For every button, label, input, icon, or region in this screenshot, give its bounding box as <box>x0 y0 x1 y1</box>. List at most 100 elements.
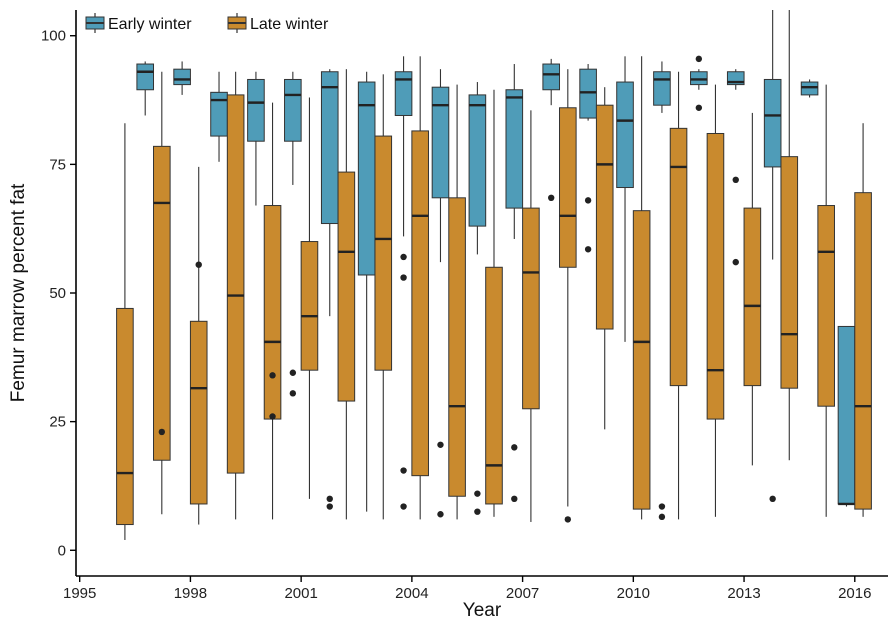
box-early-winter-2010 <box>616 56 634 342</box>
box-late-winter-2001 <box>300 97 319 499</box>
box-iqr <box>247 78 265 142</box>
box-iqr <box>263 205 282 420</box>
box-late-winter-2002 <box>337 69 356 520</box>
box-iqr <box>595 104 614 330</box>
box-early-winter-2011 <box>653 61 671 521</box>
y-tick-label: 50 <box>49 285 66 302</box>
outlier-point <box>584 197 592 204</box>
x-tick-label: 2004 <box>395 585 428 602</box>
box-late-winter-1996 <box>116 123 134 540</box>
box-iqr <box>653 71 671 106</box>
box-late-winter-2006 <box>485 89 503 517</box>
box-early-winter-2016 <box>837 325 856 507</box>
legend-label-late-winter: Late winter <box>250 16 329 33</box>
box-early-winter-2014 <box>763 10 782 503</box>
box-late-winter-1999 <box>226 71 245 520</box>
box-late-winter-2003 <box>374 74 393 520</box>
outlier-point <box>584 246 592 253</box>
outlier-point <box>548 194 555 202</box>
y-tick-label: 25 <box>49 414 66 431</box>
box-iqr <box>690 71 708 86</box>
box-iqr <box>173 68 191 86</box>
legend: Early winter Late winter <box>85 13 329 33</box>
outlier-point <box>511 444 518 451</box>
box-iqr <box>485 266 503 505</box>
box-iqr <box>116 307 134 526</box>
outlier-point <box>695 55 703 63</box>
box-iqr <box>854 192 872 510</box>
x-tick-label: 1995 <box>63 585 96 602</box>
box-early-winter-2012 <box>690 55 708 111</box>
outlier-point <box>326 503 333 510</box>
box-iqr <box>780 156 799 389</box>
box-iqr <box>817 205 835 407</box>
box-iqr <box>411 130 429 477</box>
box-iqr <box>320 71 339 225</box>
box-iqr <box>153 145 171 461</box>
box-early-winter-2007 <box>505 64 524 503</box>
box-iqr <box>226 94 245 474</box>
box-early-winter-2008 <box>542 58 561 202</box>
y-tick-label: 0 <box>58 542 66 559</box>
outlier-point <box>564 516 572 523</box>
outlier-point <box>437 511 444 518</box>
box-iqr <box>431 86 450 199</box>
box-iqr <box>706 132 725 420</box>
outlier-point <box>695 104 703 111</box>
y-tick-label: 100 <box>41 28 66 45</box>
outlier-point <box>289 390 297 397</box>
legend-item-late-winter: Late winter <box>227 13 329 33</box>
legend-item-early-winter: Early winter <box>85 13 192 33</box>
box-early-winter-2003 <box>357 71 376 512</box>
box-late-winter-2004 <box>411 56 429 520</box>
box-iqr <box>337 171 356 402</box>
outlier-point <box>269 372 276 379</box>
box-iqr <box>522 207 540 410</box>
box-iqr <box>284 78 302 142</box>
box-iqr <box>800 81 819 96</box>
box-early-winter-2015 <box>800 79 819 98</box>
box-iqr <box>189 320 208 505</box>
box-late-winter-1998 <box>189 166 208 525</box>
outlier-point <box>437 441 444 448</box>
box-early-winter-2001 <box>284 71 302 397</box>
outlier-point <box>158 428 166 436</box>
outlier-point <box>732 176 739 183</box>
box-iqr <box>579 68 597 119</box>
box-early-winter-2013 <box>726 69 745 266</box>
outlier-point <box>658 503 666 510</box>
box-iqr <box>505 89 524 209</box>
box-late-winter-2007 <box>522 110 540 522</box>
box-late-winter-2005 <box>448 84 466 520</box>
box-iqr <box>669 127 688 387</box>
x-tick-label: 2010 <box>617 585 650 602</box>
outlier-point <box>326 495 333 503</box>
outlier-point <box>269 413 276 420</box>
outlier-point <box>400 274 407 281</box>
box-early-winter-1997 <box>136 61 155 116</box>
y-axis-ticks: 0 25 50 75 100 <box>41 28 76 559</box>
box-late-winter-2009 <box>595 87 614 430</box>
outlier-point <box>400 467 407 474</box>
box-early-winter-1998 <box>173 61 191 95</box>
outlier-point <box>195 261 202 268</box>
box-iqr <box>394 71 413 116</box>
x-axis-title: Year <box>463 600 502 621</box>
x-tick-label: 2001 <box>284 585 317 602</box>
box-late-winter-2000 <box>263 102 282 520</box>
outlier-point <box>769 495 776 503</box>
box-early-winter-2000 <box>247 71 265 206</box>
box-late-winter-2012 <box>706 84 725 517</box>
box-late-winter-2011 <box>669 71 688 520</box>
x-tick-label: 2007 <box>506 585 539 602</box>
box-early-winter-2004 <box>394 56 413 510</box>
box-early-winter-2009 <box>579 64 597 253</box>
box-iqr <box>559 107 577 268</box>
box-late-winter-1997 <box>153 71 171 515</box>
box-late-winter-2008 <box>559 69 577 523</box>
outlier-point <box>400 253 407 261</box>
x-tick-label: 2016 <box>838 585 871 602</box>
box-late-winter-2015 <box>817 84 835 517</box>
box-early-winter-2006 <box>468 82 487 515</box>
